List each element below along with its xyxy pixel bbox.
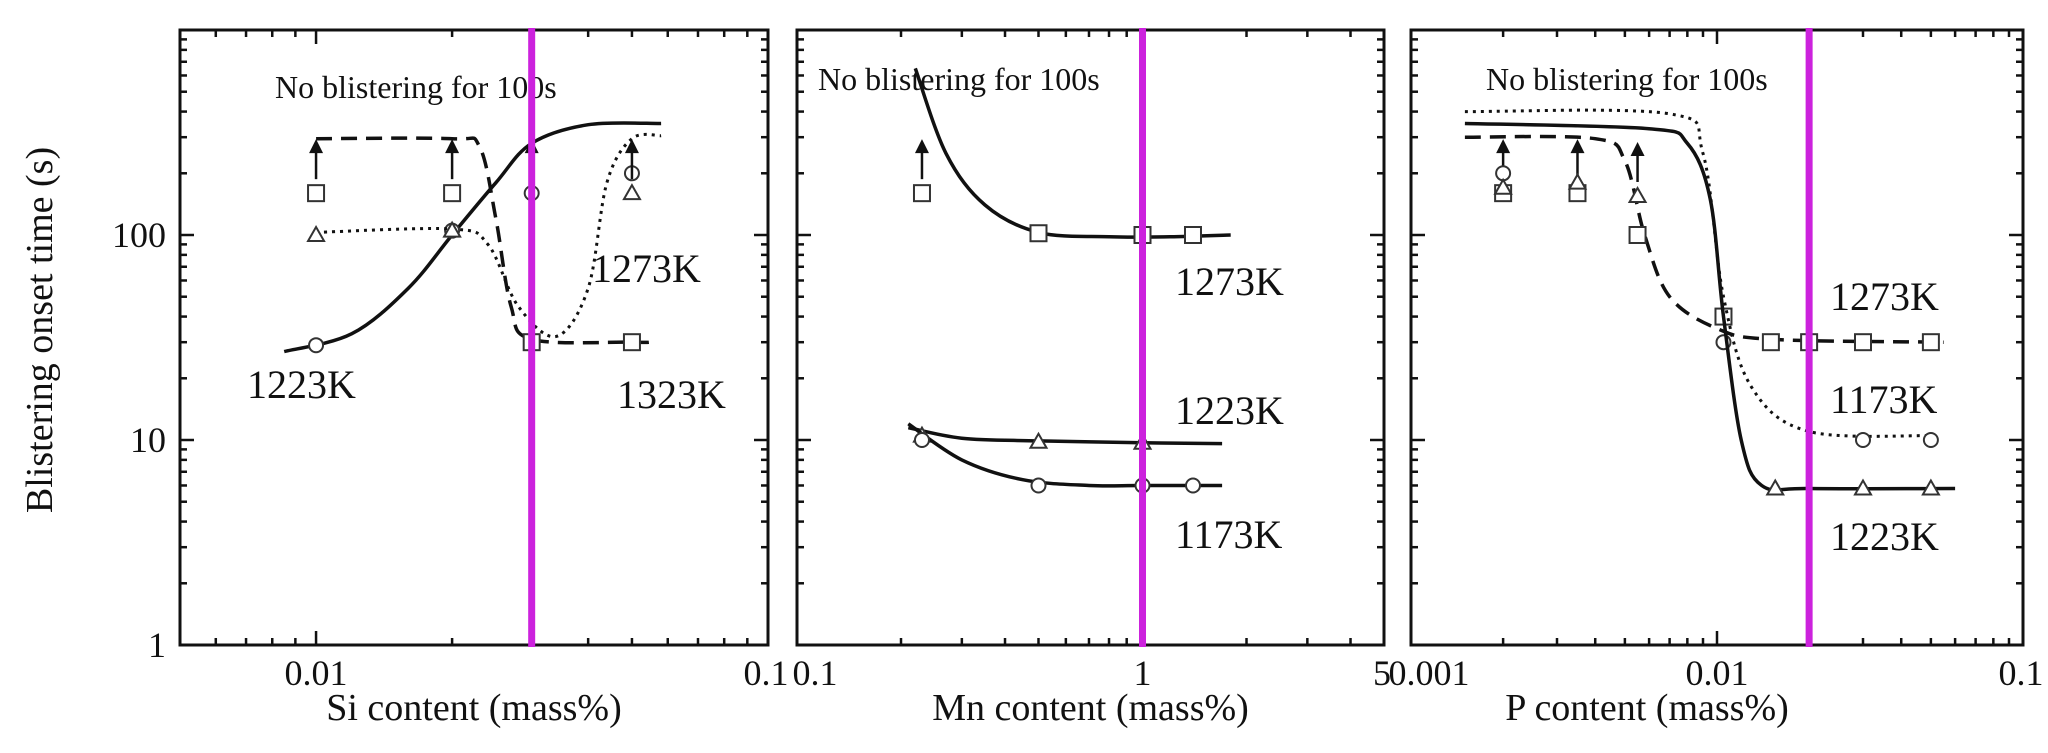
data-point — [442, 220, 462, 238]
x-tick-label: 1 — [1134, 653, 1152, 693]
data-point — [1030, 477, 1047, 494]
series-line — [316, 132, 662, 339]
data-point — [1627, 185, 1648, 203]
data-point — [1921, 478, 1941, 496]
data-point — [1493, 177, 1513, 195]
series-label: 1173K — [1830, 377, 1938, 422]
series-line — [907, 422, 1223, 488]
data-point — [307, 184, 326, 203]
series-1223K: 1223K — [1464, 121, 1956, 559]
data-point — [1854, 432, 1871, 448]
series-line — [1464, 108, 1931, 438]
arrow-up-icon — [1496, 139, 1511, 154]
x-tick-label: 0.01 — [1686, 653, 1749, 693]
x-axis-label: P content (mass%) — [1505, 687, 1789, 729]
series-label: 1323K — [617, 372, 726, 417]
data-point — [308, 337, 325, 354]
x-tick-label: 5 — [1373, 653, 1391, 693]
series-line — [1464, 121, 1956, 492]
arrow-up-icon — [914, 139, 929, 154]
data-point — [622, 333, 641, 352]
series-label: 1273K — [592, 246, 701, 291]
no-blistering-annotation: No blistering for 100s — [1486, 61, 1768, 97]
y-axis-label: Blistering onset time (s) — [19, 147, 61, 513]
arrow-up-icon — [309, 139, 324, 154]
data-point — [306, 224, 326, 242]
arrow-up-icon — [624, 139, 639, 154]
series-label: 1223K — [247, 362, 356, 407]
y-tick-label: 1 — [148, 625, 166, 665]
series-line — [283, 121, 662, 354]
data-point — [1029, 224, 1048, 243]
data-point — [1567, 172, 1588, 190]
x-tick-label: 0.1 — [1999, 653, 2044, 693]
series-label: 1173K — [1175, 512, 1283, 557]
series-1223K: 1223K — [907, 388, 1284, 450]
series-label: 1223K — [1175, 388, 1284, 433]
series-1273K: 1273K — [306, 132, 701, 339]
series-line — [316, 136, 651, 345]
series-1173K: 1173K — [907, 422, 1283, 557]
series-1273K: 1273K — [1464, 134, 1944, 352]
no-blistering-annotation: No blistering for 100s — [275, 69, 557, 105]
data-point — [913, 432, 930, 448]
plot-frame — [795, 28, 1386, 647]
series-1273K: 1273K — [912, 67, 1284, 304]
plot-frame — [178, 28, 770, 647]
no-blistering-annotation: No blistering for 100s — [818, 61, 1100, 97]
data-point — [443, 184, 462, 203]
x-tick-label: 0.01 — [285, 653, 348, 693]
arrow-up-icon — [1570, 139, 1585, 154]
mn-panel: 0.1 1 5 Mn content (mass%) No blistering for… — [793, 28, 1391, 729]
series-line — [1464, 134, 1944, 344]
data-point — [1761, 333, 1780, 352]
x-tick-label: 0.1 — [793, 653, 838, 693]
series-label: 1223K — [1830, 514, 1939, 559]
x-axis-label: Si content (mass%) — [326, 687, 622, 729]
data-point — [1183, 226, 1202, 244]
x-tick-label: 0.1 — [744, 653, 789, 693]
x-tick-label: 0.001 — [1389, 653, 1470, 693]
data-point — [1184, 477, 1201, 494]
data-point — [622, 183, 642, 201]
arrow-up-icon — [445, 139, 460, 154]
data-point — [1853, 478, 1873, 496]
si-panel: 1 10 100 0.01 0.1 Si content (mass%) No bliste… — [112, 28, 789, 729]
series-label: 1273K — [1830, 274, 1939, 319]
data-point — [1921, 333, 1940, 352]
p-panel: 0.001 0.01 0.1 P content (mass%) No blisteri… — [1389, 28, 2044, 729]
data-point — [1922, 432, 1939, 448]
y-tick-label: 100 — [112, 215, 166, 255]
data-point — [912, 184, 931, 203]
series-label: 1273K — [1175, 259, 1284, 304]
x-axis-label: Mn content (mass%) — [932, 687, 1249, 729]
y-tick-label: 10 — [130, 420, 166, 460]
data-point — [1853, 333, 1872, 352]
data-point — [1765, 478, 1785, 496]
arrow-up-icon — [1630, 141, 1645, 156]
data-point — [1628, 226, 1647, 244]
data-point — [1028, 431, 1049, 449]
